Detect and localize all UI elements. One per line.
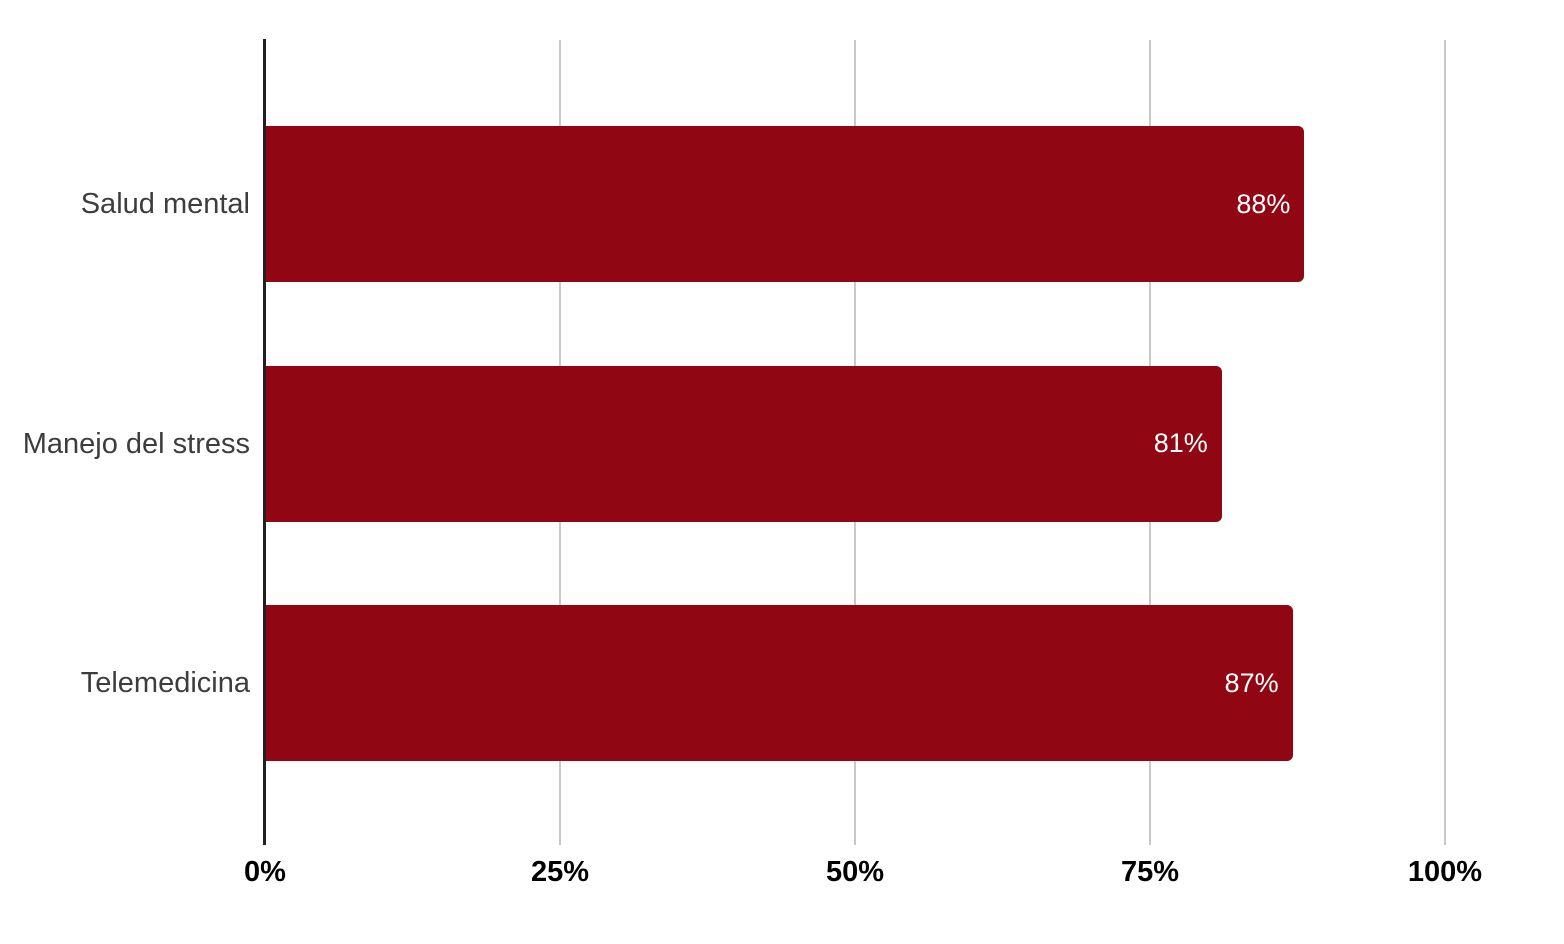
- y-axis-line: [263, 39, 266, 845]
- category-label: Manejo del stress: [22, 427, 250, 460]
- category-label: Salud mental: [80, 188, 250, 220]
- bar: 88%: [266, 126, 1305, 282]
- bar: 81%: [266, 365, 1222, 522]
- category-label: Telemedicina: [80, 667, 250, 699]
- bar-value-label: 81%: [1153, 428, 1208, 458]
- gridline: [1444, 40, 1446, 845]
- x-tick-label: 0%: [244, 856, 286, 888]
- bar: 87%: [266, 605, 1293, 761]
- x-tick-label: 100%: [1407, 856, 1483, 888]
- bar-value-label: 88%: [1236, 188, 1291, 219]
- x-tick-label: 25%: [530, 856, 590, 888]
- x-tick-label: 50%: [825, 856, 885, 888]
- bar-value-label: 87%: [1224, 667, 1279, 698]
- x-tick-label: 75%: [1120, 856, 1180, 888]
